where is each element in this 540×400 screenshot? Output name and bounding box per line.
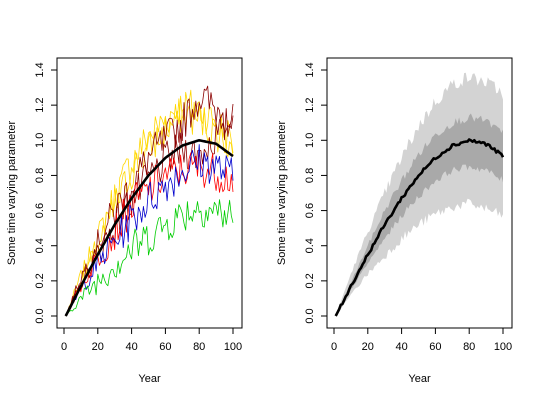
x-tick-label-0: 0	[61, 341, 67, 353]
y-tick-label-6: 1.2	[304, 97, 316, 112]
inner-quantile-band	[335, 113, 503, 316]
y-axis-label: Some time varying parameter	[276, 121, 288, 266]
y-tick-label-2: 0.4	[304, 238, 316, 253]
mean-line	[334, 138, 505, 317]
y-axis-label: Some time varying parameter	[6, 121, 18, 266]
x-tick-label-3: 60	[159, 341, 171, 353]
right-panel: 0 20 40 60 80 100 0.0 0.2 0.4 0.6 0.8 1.0 1.2 1.4 Year…	[276, 57, 513, 385]
y-tick-label-7: 1.4	[304, 62, 316, 77]
x-axis-label: Year	[138, 373, 161, 385]
x-tick-label-1: 20	[92, 341, 104, 353]
y-tick-label-0: 0.0	[34, 308, 46, 323]
y-tick-label-0: 0.0	[304, 308, 316, 323]
y-tick-label-3: 0.6	[304, 203, 316, 218]
y-tick-label-4: 0.8	[304, 168, 316, 183]
y-tick-label-7: 1.4	[34, 62, 46, 77]
simulation-line-2	[65, 98, 234, 317]
left-panel: 0 20 40 60 80 100 0.0 0.2 0.4 0.6 0.8 1.0 1.2 1.4 Year…	[6, 57, 243, 385]
x-axis-label: Year	[408, 373, 431, 385]
mean-line	[64, 139, 234, 317]
y-tick-label-5: 1.0	[304, 133, 316, 148]
x-tick-label-3: 60	[429, 341, 441, 353]
x-tick-label-1: 20	[362, 341, 374, 353]
y-tick-label-3: 0.6	[34, 203, 46, 218]
y-tick-label-2: 0.4	[34, 238, 46, 253]
plot-frame	[326, 57, 513, 329]
x-tick-label-5: 100	[224, 341, 242, 353]
x-tick-label-5: 100	[494, 341, 512, 353]
simulation-line-6	[65, 144, 234, 317]
y-tick-label-5: 1.0	[34, 133, 46, 148]
y-tick-label-1: 0.2	[34, 273, 46, 288]
x-tick-label-0: 0	[331, 341, 337, 353]
x-tick-label-2: 40	[395, 341, 407, 353]
y-tick-label-6: 1.2	[34, 97, 46, 112]
simulation-line-1	[65, 89, 234, 317]
y-tick-label-1: 0.2	[304, 273, 316, 288]
y-tick-label-4: 0.8	[34, 168, 46, 183]
x-tick-label-4: 80	[463, 341, 475, 353]
x-tick-label-4: 80	[193, 341, 205, 353]
plot-frame	[56, 57, 243, 329]
x-tick-label-2: 40	[125, 341, 137, 353]
simulation-line-7	[65, 199, 234, 317]
